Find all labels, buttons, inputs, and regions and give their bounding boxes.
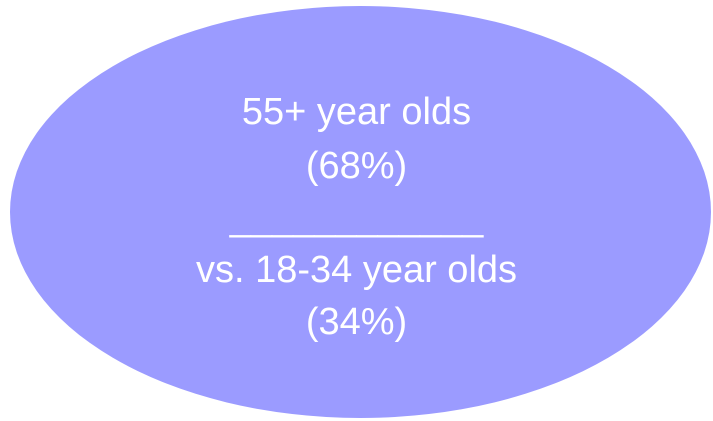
comparison-group-percent: (34%)	[305, 301, 408, 343]
primary-group-percent: (68%)	[305, 145, 408, 187]
primary-group-label: 55+ year olds	[241, 91, 472, 133]
separator-line: ____________	[229, 197, 484, 239]
ellipse-shape	[10, 6, 711, 418]
comparison-group-label: vs. 18-34 year olds	[195, 249, 518, 291]
